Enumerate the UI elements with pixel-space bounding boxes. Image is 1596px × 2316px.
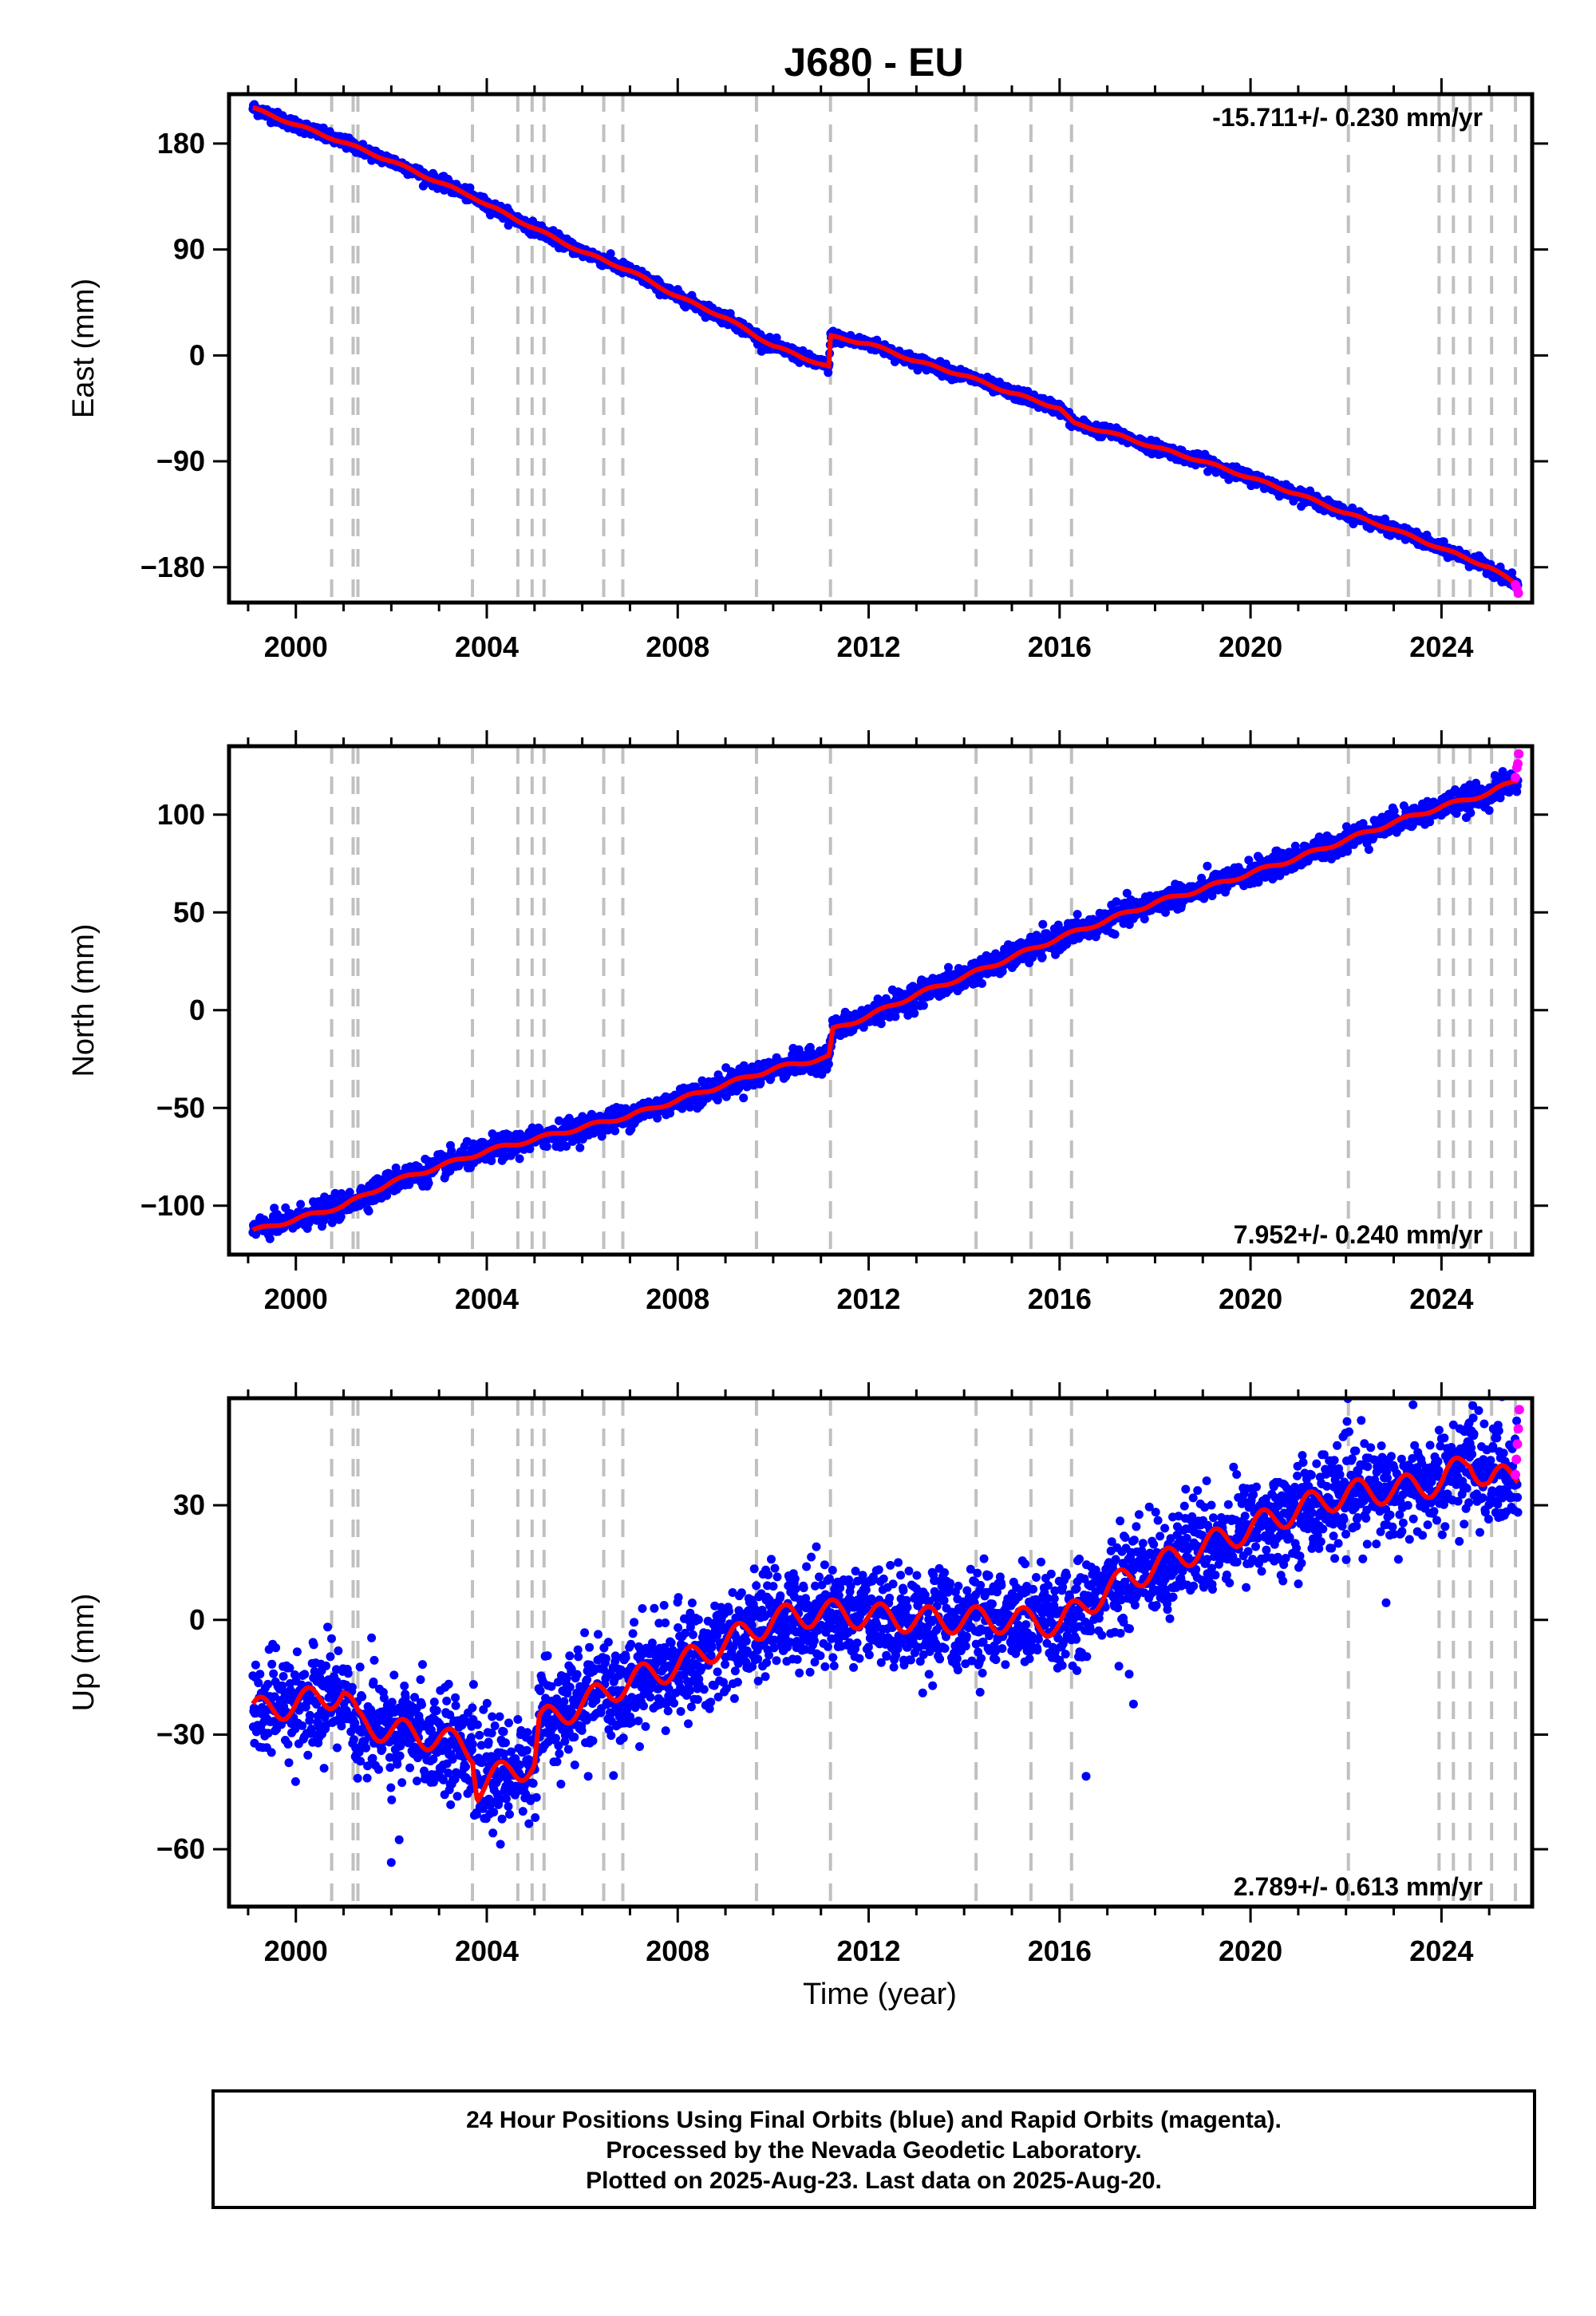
data-point [918, 1001, 928, 1010]
data-point [721, 1092, 731, 1101]
data-point [382, 1191, 392, 1200]
y-tick-label: 180 [157, 127, 205, 160]
x-tick-label: 2012 [836, 630, 900, 663]
data-point [1140, 915, 1149, 923]
data-point [424, 1179, 433, 1188]
y-axis-label: East (mm) [67, 279, 101, 418]
x-tick-label: 2020 [1219, 630, 1282, 663]
x-tick-label: 2024 [1409, 630, 1473, 663]
event-lines [330, 94, 1518, 603]
panel-1: 2000 2004 2008 2012 2016 2020 2024 180 90 0 −90 −18… [67, 78, 1548, 663]
data-point [891, 1012, 900, 1022]
figure-title: J680 - EU [784, 40, 963, 85]
y-tick-label: 0 [189, 338, 205, 371]
data-point [1203, 861, 1212, 871]
data-point [739, 1093, 749, 1103]
final-orbit-points [248, 100, 1523, 593]
data-point [265, 1234, 275, 1243]
data-point [1244, 856, 1254, 865]
data-point [610, 1126, 620, 1136]
data-point [319, 1215, 329, 1225]
data-point [998, 966, 1007, 976]
data-point [1110, 930, 1120, 939]
data-point [1037, 952, 1047, 962]
data-point [296, 1199, 306, 1209]
rate-label: -15.711+/- 0.230 mm/yr [1212, 103, 1483, 132]
data-point [562, 1141, 571, 1151]
data-point [756, 1078, 765, 1088]
panel-frame [227, 92, 1535, 605]
data-point [1112, 897, 1121, 907]
data-point [1122, 888, 1132, 898]
panel-2: 2000 2004 2008 2012 2016 2020 2024100500−50−10… [67, 730, 1548, 1315]
x-tick-label: 2004 [455, 630, 519, 663]
data-point [913, 366, 922, 375]
data-point [525, 1144, 535, 1153]
x-tick-label: 2000 [264, 630, 328, 663]
rapid-orbit-points [1511, 579, 1523, 599]
data-point [824, 1059, 833, 1069]
data-point [910, 1009, 919, 1018]
y-tick-label: −180 [140, 551, 205, 583]
y-tick-label: −90 [156, 445, 205, 477]
data-point [685, 1102, 695, 1112]
x-tick-label: 2008 [646, 630, 709, 663]
data-point [606, 249, 615, 259]
data-point [336, 1212, 346, 1221]
event-lines [330, 746, 1518, 1255]
data-point [653, 1113, 662, 1123]
data-point [364, 1207, 373, 1215]
data-point [1073, 910, 1082, 919]
data-point [876, 1019, 886, 1029]
data-point [575, 1143, 585, 1152]
rapid-point [1513, 588, 1523, 599]
model-line [252, 105, 1519, 588]
data-point [465, 183, 475, 192]
data-point [1038, 919, 1048, 929]
data-point [944, 962, 953, 972]
x-tick-label: 2016 [1028, 630, 1092, 663]
data-point [515, 1154, 524, 1164]
y-tick-label: 90 [173, 233, 205, 266]
data-point [772, 333, 781, 342]
data-point [978, 978, 986, 988]
data-point [542, 1142, 551, 1152]
